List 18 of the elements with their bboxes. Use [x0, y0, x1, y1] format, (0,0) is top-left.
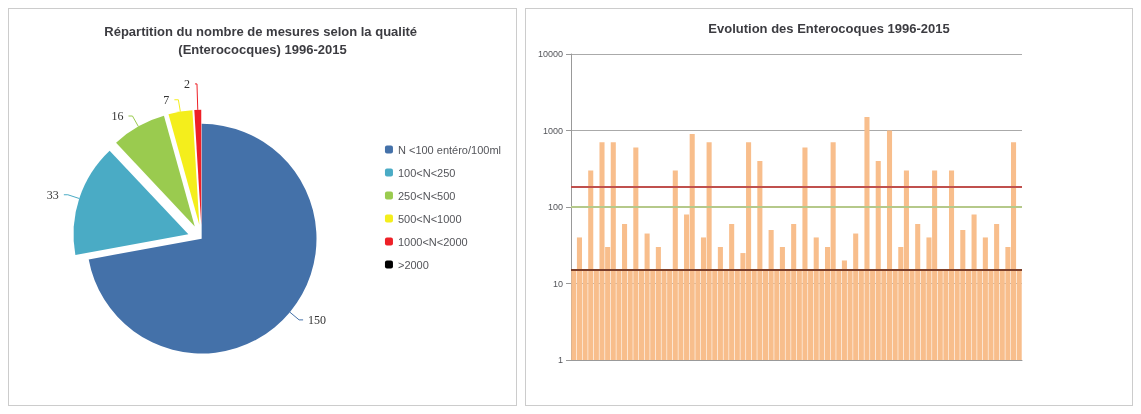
data-label: 16	[111, 109, 124, 124]
legend-label: N <100 entéro/100ml	[397, 143, 502, 156]
y-tick-label: 1	[557, 355, 563, 365]
y-tick-label: 10000	[537, 49, 563, 59]
data-label: 7	[163, 92, 170, 107]
data-label: 33	[46, 187, 59, 202]
legend-label: 500<N<1000	[397, 212, 462, 225]
legend-label: >2000	[397, 258, 429, 271]
chart-title: Evolution des Enterocoques 1996-2015	[708, 21, 950, 36]
legend-label: 100<N<250	[397, 166, 456, 179]
data-label: 150	[308, 312, 327, 327]
legend-label: 250<N<500	[397, 189, 456, 202]
y-tick-label: 100	[547, 202, 563, 212]
y-tick-label: 1000	[542, 125, 563, 136]
data-label: 2	[183, 76, 190, 91]
legend-label: 1000<N<2000	[397, 235, 468, 248]
chart-title: Répartition du nombre de mesures selon la qualité (Enterococques) 1996-2015	[104, 23, 421, 57]
y-tick-label: 10	[552, 278, 563, 289]
